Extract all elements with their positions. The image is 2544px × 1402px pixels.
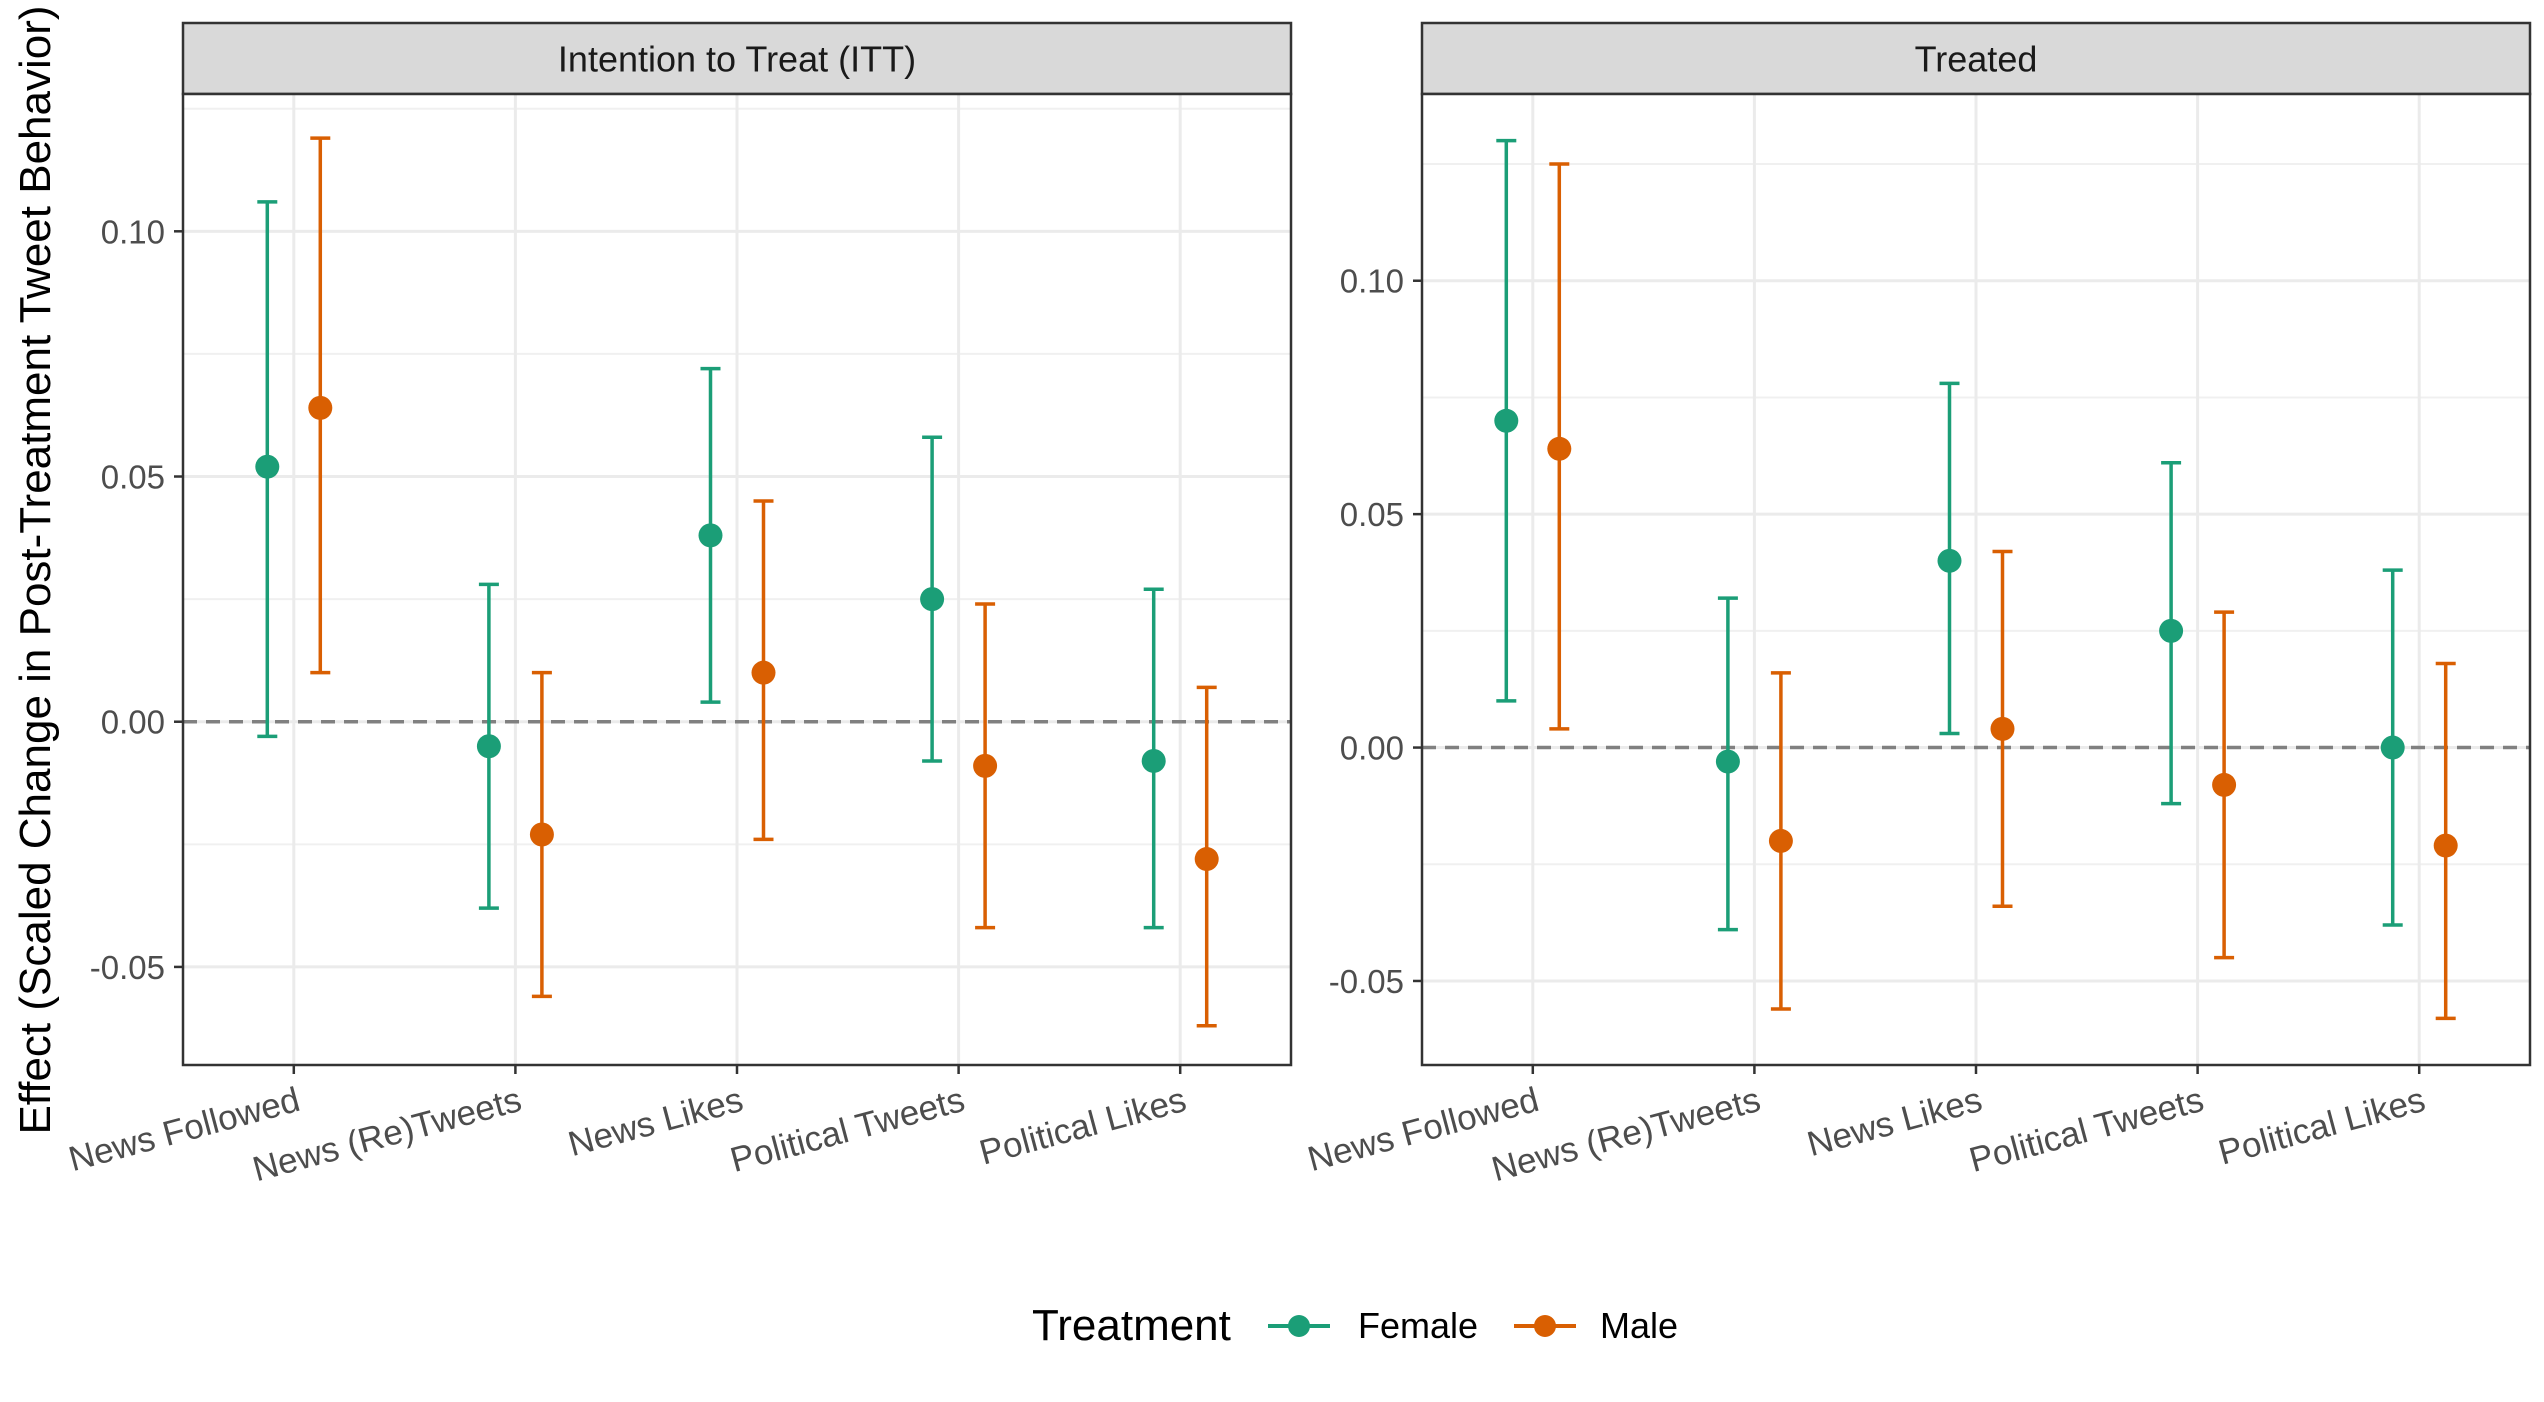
point-estimate — [920, 587, 945, 612]
series-female — [1494, 138, 2405, 932]
series-male — [1547, 162, 2458, 1021]
legend-female-label: Female — [1358, 1305, 1478, 1346]
point-estimate — [476, 734, 501, 759]
y-tick-label: -0.05 — [90, 949, 165, 986]
point-estimate — [1194, 847, 1219, 872]
panel-border — [181, 92, 1293, 1067]
y-tick-label: 0.05 — [1340, 496, 1404, 533]
point-estimate — [1937, 548, 1962, 573]
legend: Treatment Female Male — [1032, 1301, 1678, 1350]
panel-strip — [181, 21, 1293, 96]
panel-border — [1420, 92, 2532, 1067]
panel-itt: Intention to Treat (ITT) -0.05 0.00 0.05 0.1… — [65, 21, 1293, 1189]
panel-title: Treated — [1915, 39, 2038, 80]
point-estimate — [2380, 735, 2405, 760]
legend-title: Treatment — [1032, 1301, 1231, 1350]
point-estimate — [973, 753, 998, 778]
legend-male-label: Male — [1600, 1305, 1678, 1346]
y-tick-label: 0.00 — [1340, 730, 1404, 767]
point-estimate — [2212, 772, 2237, 797]
y-tick-label: 0.00 — [101, 704, 165, 741]
y-tick-label: -0.05 — [1329, 963, 1404, 1000]
legend-female-point — [1288, 1315, 1310, 1337]
point-estimate — [751, 660, 776, 685]
point-estimate — [529, 822, 554, 847]
panel-title: Intention to Treat (ITT) — [558, 39, 916, 80]
point-estimate — [1990, 716, 2015, 741]
y-tick-label: 0.10 — [101, 213, 165, 250]
y-tick-label: 0.05 — [101, 459, 165, 496]
y-tick-label: 0.10 — [1340, 263, 1404, 300]
legend-male-point — [1534, 1315, 1556, 1337]
point-estimate — [1768, 828, 1793, 853]
point-estimate — [1547, 436, 1572, 461]
point-estimate — [698, 523, 723, 548]
y-axis-label: Effect (Scaled Change in Post-Treatment … — [11, 5, 60, 1134]
point-estimate — [308, 395, 333, 420]
point-estimate — [255, 454, 280, 479]
point-estimate — [2159, 618, 2184, 643]
series-female — [255, 200, 1166, 930]
point-estimate — [1494, 408, 1519, 433]
point-estimate — [1715, 749, 1740, 774]
point-estimate — [2433, 833, 2458, 858]
series-male — [308, 136, 1219, 1028]
point-estimate — [1141, 748, 1166, 773]
